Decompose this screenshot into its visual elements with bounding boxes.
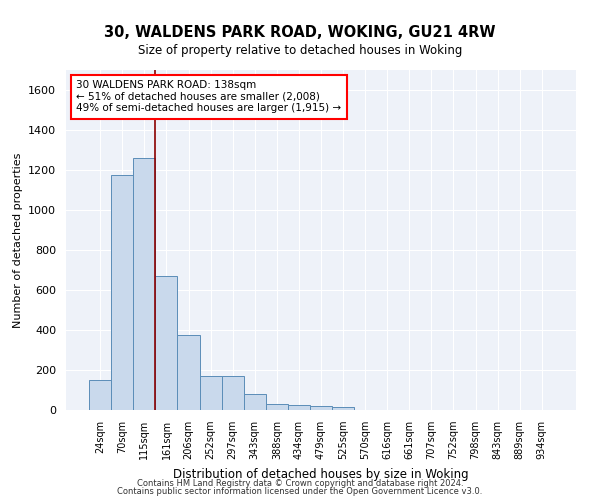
- Bar: [244, 394, 266, 410]
- Bar: [310, 406, 332, 410]
- Bar: [155, 276, 178, 410]
- Bar: [111, 175, 133, 410]
- X-axis label: Distribution of detached houses by size in Woking: Distribution of detached houses by size …: [173, 468, 469, 480]
- Text: 30 WALDENS PARK ROAD: 138sqm
← 51% of detached houses are smaller (2,008)
49% of: 30 WALDENS PARK ROAD: 138sqm ← 51% of de…: [76, 80, 341, 114]
- Bar: [200, 376, 221, 410]
- Bar: [133, 158, 155, 410]
- Bar: [288, 405, 310, 410]
- Bar: [266, 404, 288, 410]
- Text: Contains public sector information licensed under the Open Government Licence v3: Contains public sector information licen…: [118, 487, 482, 496]
- Bar: [178, 335, 200, 410]
- Y-axis label: Number of detached properties: Number of detached properties: [13, 152, 23, 328]
- Bar: [332, 407, 354, 410]
- Text: Size of property relative to detached houses in Woking: Size of property relative to detached ho…: [138, 44, 462, 58]
- Text: 30, WALDENS PARK ROAD, WOKING, GU21 4RW: 30, WALDENS PARK ROAD, WOKING, GU21 4RW: [104, 25, 496, 40]
- Text: Contains HM Land Registry data © Crown copyright and database right 2024.: Contains HM Land Registry data © Crown c…: [137, 478, 463, 488]
- Bar: [89, 380, 111, 410]
- Bar: [221, 376, 244, 410]
